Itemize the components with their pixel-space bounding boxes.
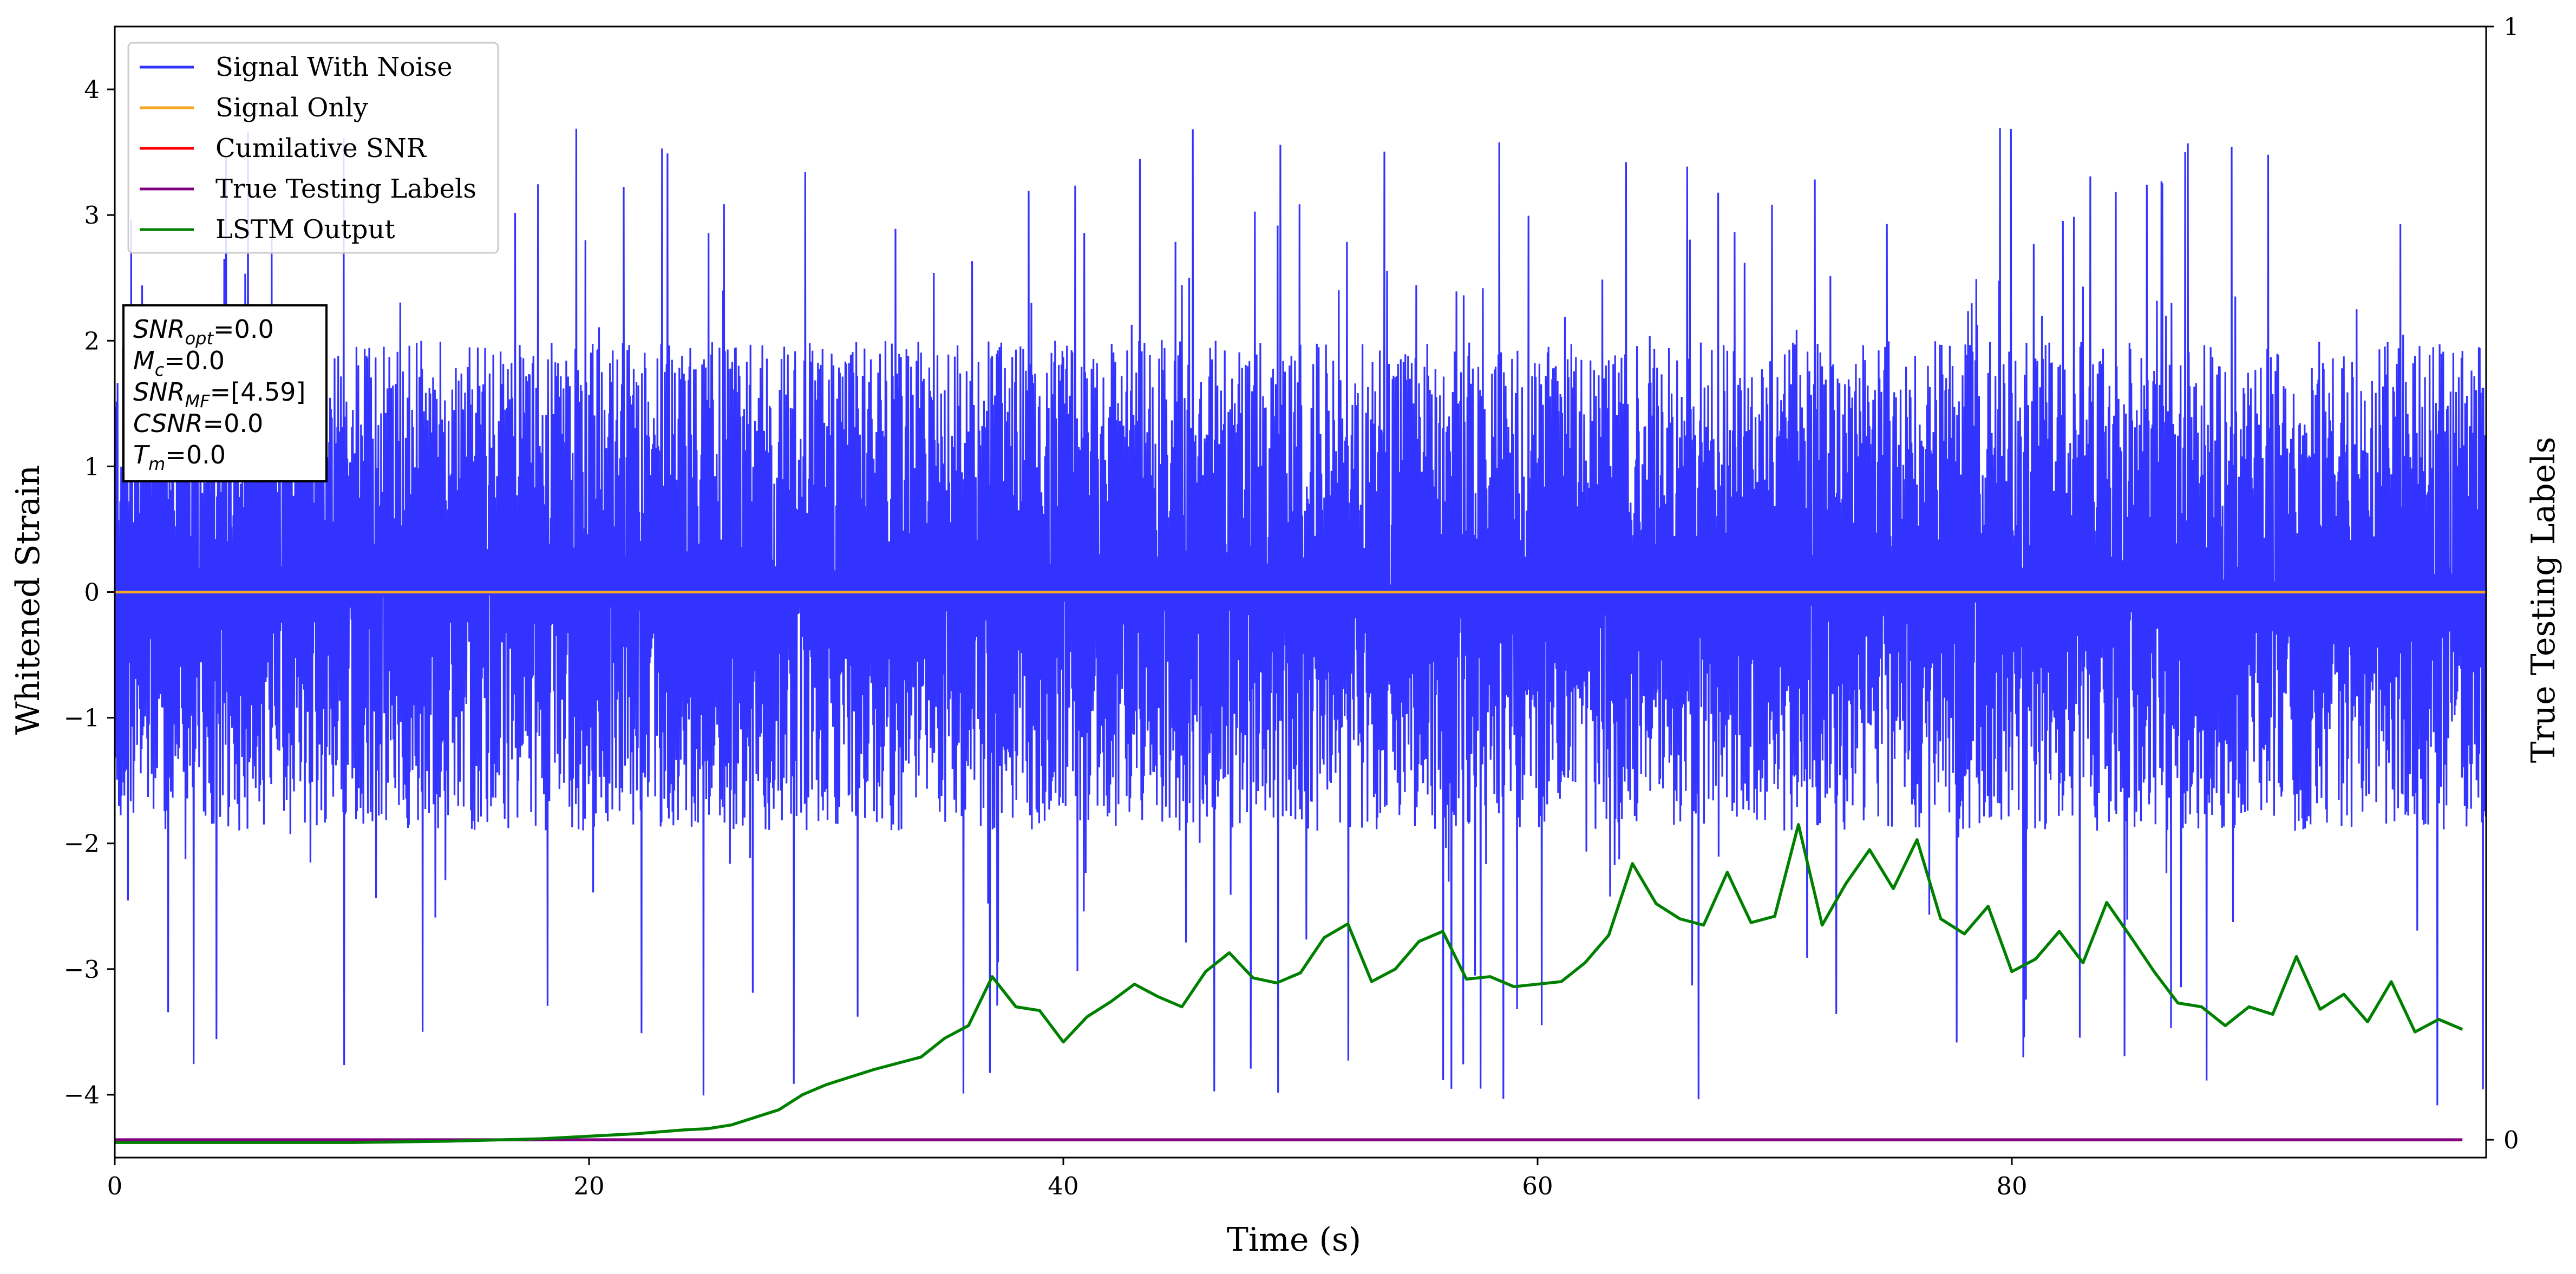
info-line: CSNR=0.0 (133, 409, 263, 438)
y-axis-label: Whitened Strain (9, 465, 47, 735)
legend: Signal With Noise Signal Only Cumilative S… (127, 42, 499, 254)
legend-label: Signal Only (215, 93, 368, 123)
legend-entries: Signal With Noise Signal Only Cumilative S… (140, 52, 476, 245)
y-tick-label: 2 (84, 326, 100, 355)
info-line: SNRopt=0.0 (133, 315, 274, 349)
legend-label: Signal With Noise (215, 52, 453, 82)
x-axis-label: Time (s) (1227, 1221, 1361, 1259)
y-tick-label: −1 (64, 704, 100, 733)
y-tick-label: 1 (84, 452, 100, 481)
y-tick-label: −2 (64, 829, 100, 858)
y-tick-label: 3 (84, 201, 100, 230)
info-line: Mc=0.0 (133, 346, 225, 380)
x-tick-label: 20 (573, 1172, 604, 1200)
y-tick-label: −3 (64, 955, 100, 984)
x-axis-ticks: 0 20 40 60 80 (107, 1158, 2028, 1200)
series-signal-with-noise (115, 128, 2486, 1106)
info-box: SNRopt=0.0Mc=0.0SNRMF=[4.59]CSNR=0.0Tm=0… (122, 304, 328, 482)
legend-box (127, 42, 499, 254)
y-tick-label: 4 (84, 75, 100, 104)
y-tick-label: −4 (64, 1081, 100, 1109)
x-tick-label: 80 (1996, 1172, 2027, 1200)
info-box-frame (122, 304, 328, 482)
legend-label: Cumilative SNR (215, 133, 427, 164)
legend-label: LSTM Output (215, 214, 395, 245)
y-tick-label: 0 (84, 578, 100, 607)
y2-tick-label: 0 (2503, 1126, 2519, 1154)
x-tick-label: 40 (1048, 1172, 1078, 1200)
info-line: Tm=0.0 (133, 440, 226, 474)
y-axis-ticks: −4 −3 −2 −1 0 1 2 3 4 (64, 75, 115, 1109)
right-y-axis-label: True Testing Labels (2525, 437, 2562, 763)
series-lstm-output (115, 823, 2463, 1144)
x-tick-label: 60 (1522, 1172, 1553, 1200)
info-line: SNRMF=[4.59] (133, 377, 305, 411)
x-tick-label: 0 (107, 1172, 123, 1200)
legend-label: True Testing Labels (215, 174, 476, 204)
y2-tick-label: 1 (2503, 12, 2519, 41)
right-y-axis-ticks: 01 (2486, 12, 2519, 1154)
info-lines: SNRopt=0.0Mc=0.0SNRMF=[4.59]CSNR=0.0Tm=0… (133, 315, 305, 474)
